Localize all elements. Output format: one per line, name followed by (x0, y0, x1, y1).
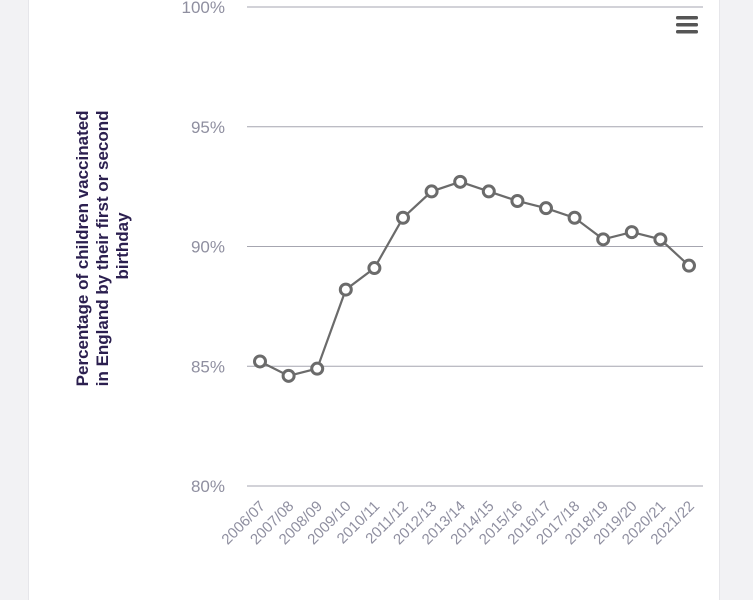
data-point[interactable] (453, 174, 468, 189)
y-tick-label: 95% (191, 118, 225, 137)
data-point[interactable] (567, 210, 582, 225)
data-point[interactable] (424, 184, 439, 199)
data-point[interactable] (338, 282, 353, 297)
data-point[interactable] (367, 261, 382, 276)
data-point[interactable] (539, 201, 553, 216)
y-tick-label: 90% (191, 238, 225, 257)
data-point[interactable] (281, 368, 296, 383)
data-point[interactable] (653, 232, 668, 247)
data-point[interactable] (682, 258, 696, 273)
data-point[interactable] (510, 193, 525, 208)
data-points (253, 174, 696, 383)
data-point[interactable] (396, 210, 410, 225)
gridlines (247, 6, 703, 487)
y-tick-label: 80% (191, 477, 225, 496)
y-axis-label-line-3: birthday (113, 212, 132, 280)
data-point[interactable] (253, 354, 267, 369)
chart-card (28, 0, 720, 600)
x-axis-ticks: 2006/072007/082008/092009/102010/112011/… (218, 498, 697, 548)
data-point[interactable] (596, 232, 611, 247)
data-point[interactable] (624, 225, 639, 240)
hamburger-menu-icon[interactable] (675, 13, 699, 37)
y-axis-label: Percentage of children vaccinated in Eng… (73, 106, 132, 387)
data-point[interactable] (310, 361, 325, 376)
series-line (259, 180, 690, 377)
y-tick-label: 100% (182, 0, 225, 17)
y-axis-label-line-1: Percentage of children vaccinated (73, 110, 92, 386)
y-axis-ticks: 80% 85% 90% 95% 100% (182, 0, 225, 496)
y-tick-label: 85% (191, 357, 225, 376)
y-axis-label-line-2: in England by their first or second (93, 110, 112, 386)
data-point[interactable] (481, 184, 496, 199)
